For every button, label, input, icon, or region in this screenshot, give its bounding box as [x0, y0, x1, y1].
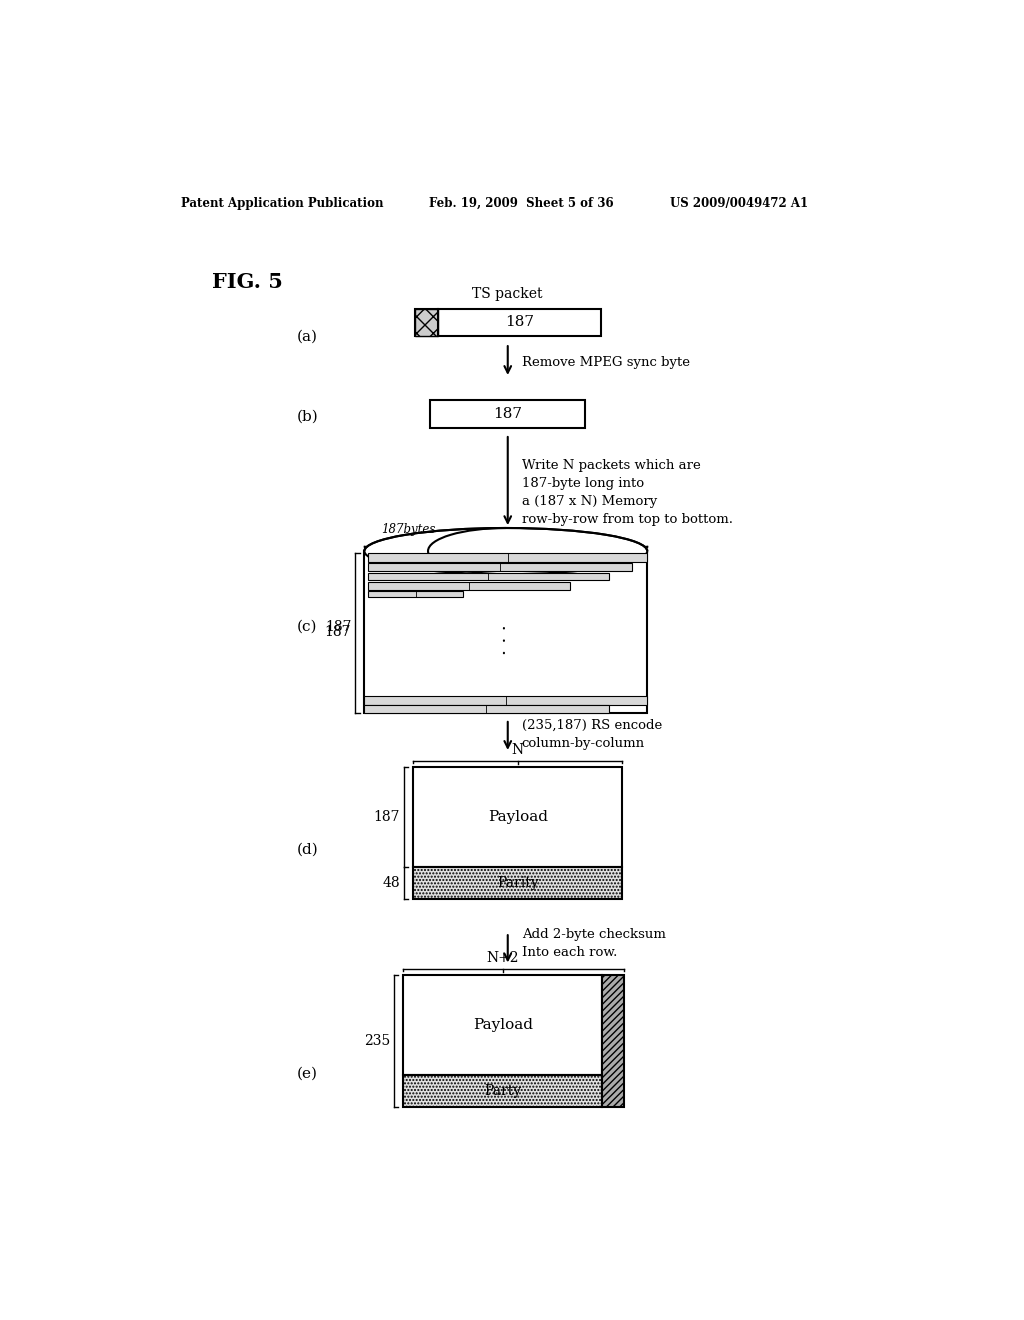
Bar	[415, 309, 601, 337]
Text: (c): (c)	[297, 619, 317, 634]
Text: (b): (b)	[297, 409, 318, 424]
Bar	[414, 767, 623, 867]
Text: 187: 187	[326, 619, 352, 634]
Text: 187bytes: 187bytes	[381, 523, 436, 536]
Text: · · ·: · · ·	[497, 624, 515, 655]
Text: Payload: Payload	[487, 809, 548, 824]
Bar	[369, 582, 569, 590]
Text: N+2: N+2	[486, 952, 519, 965]
Text: Patent Application Publication: Patent Application Publication	[180, 197, 383, 210]
Bar	[369, 553, 647, 562]
Bar	[369, 573, 608, 581]
Text: TS packet: TS packet	[472, 286, 543, 301]
Bar	[602, 974, 624, 1107]
Text: 187: 187	[494, 407, 522, 421]
Bar	[369, 591, 464, 598]
Text: FIG. 5: FIG. 5	[212, 272, 283, 292]
Bar	[430, 400, 586, 428]
Text: 187: 187	[374, 809, 400, 824]
Text: (d): (d)	[297, 843, 318, 857]
Text: Write N packets which are
187-byte long into
a (187 x N) Memory
row-by-row from : Write N packets which are 187-byte long …	[521, 459, 733, 525]
Bar	[369, 564, 632, 572]
Text: Feb. 19, 2009  Sheet 5 of 36: Feb. 19, 2009 Sheet 5 of 36	[429, 197, 613, 210]
Ellipse shape	[365, 528, 647, 574]
Text: Payload: Payload	[473, 1018, 532, 1032]
Text: Remove MPEG sync byte: Remove MPEG sync byte	[521, 356, 690, 370]
Text: N: N	[500, 527, 512, 541]
Bar	[365, 552, 647, 713]
Text: 235: 235	[364, 1034, 390, 1048]
Bar	[365, 705, 608, 713]
Text: (235,187) RS encode
column-by-column: (235,187) RS encode column-by-column	[521, 719, 662, 750]
Text: Parity: Parity	[497, 876, 539, 890]
Text: 48: 48	[382, 876, 400, 890]
Text: US 2009/0049472 A1: US 2009/0049472 A1	[671, 197, 809, 210]
Text: 187: 187	[325, 624, 351, 639]
Bar	[415, 309, 438, 337]
Bar	[403, 1074, 602, 1107]
Bar	[403, 974, 602, 1074]
Text: (a): (a)	[297, 330, 317, 345]
Text: Party: Party	[484, 1084, 521, 1098]
Text: Add 2-byte checksum
Into each row.: Add 2-byte checksum Into each row.	[521, 928, 666, 960]
Bar	[365, 696, 647, 705]
Bar	[414, 867, 623, 899]
Text: 187: 187	[505, 315, 534, 330]
Text: N: N	[512, 743, 524, 758]
Text: (e): (e)	[297, 1067, 317, 1080]
